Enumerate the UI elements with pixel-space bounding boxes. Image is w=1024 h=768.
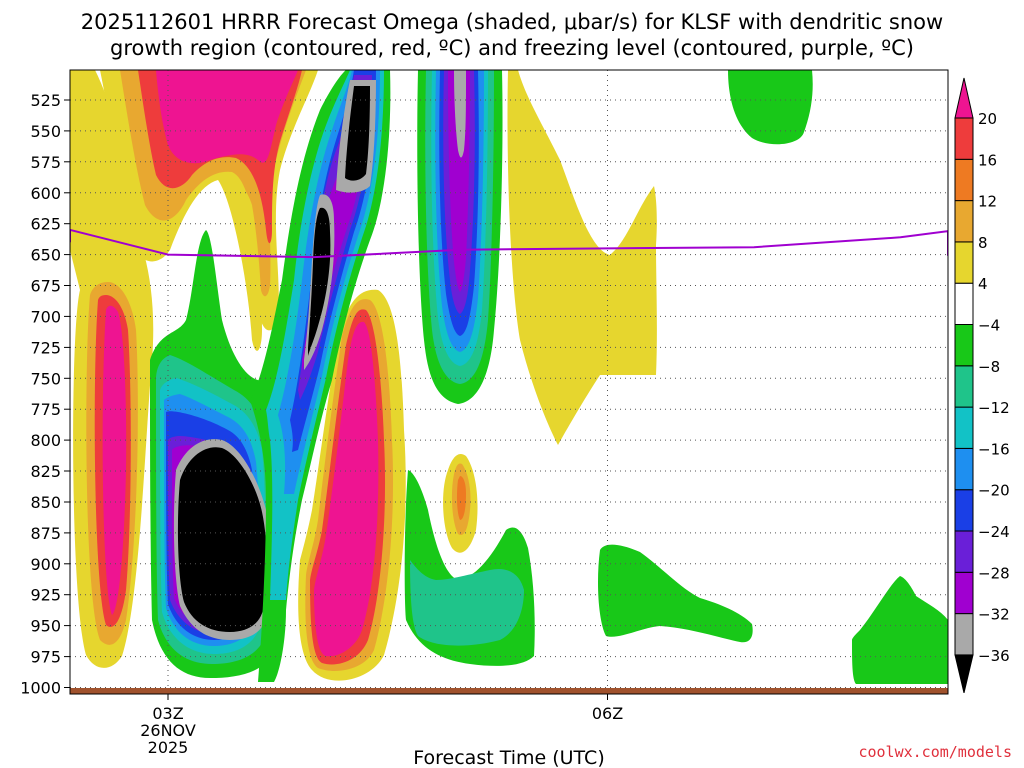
y-tick-label: 800: [30, 431, 61, 450]
y-tick-label: 550: [30, 122, 61, 141]
x-axis-title: Forecast Time (UTC): [413, 747, 604, 768]
colorbar: 20 16 12 8 4 −4 −8 −12 −16 −20 −24 −28 −32 −36: [954, 77, 1010, 694]
pos-bubble-09z-red: [456, 476, 466, 520]
y-tick-label: 750: [30, 369, 61, 388]
x-tick-label: 03Z: [152, 704, 183, 723]
colorbar-segment: [954, 324, 974, 367]
chart-title-line-2: growth region (contoured, red, ºC) and f…: [110, 36, 914, 60]
y-tick-label: 650: [30, 246, 61, 265]
colorbar-segment: [954, 117, 974, 160]
date-year-label: 2025: [148, 738, 189, 757]
plot-area: [70, 70, 948, 694]
colorbar-tick-label: −24: [978, 523, 1010, 541]
y-tick-label: 675: [30, 277, 61, 296]
colorbar-segment: [954, 447, 974, 491]
colorbar-tick-label: −12: [978, 399, 1010, 417]
colorbar-tick-label: 12: [978, 193, 997, 211]
pos-upper-pink: [156, 70, 298, 164]
colorbar-tick-label: −32: [978, 606, 1010, 624]
x-tick-label: 06Z: [592, 704, 623, 723]
neg-low-09z-mint: [410, 560, 524, 646]
y-tick-label: 900: [30, 555, 61, 574]
plot-frame: [69, 69, 949, 695]
neg-main-black: [177, 447, 267, 632]
colorbar-segment: [954, 654, 974, 694]
colorbar-segment: [954, 613, 974, 656]
source-credit[interactable]: coolwx.com/models: [858, 743, 1012, 761]
colorbar-segment: [954, 365, 974, 408]
colorbar-tick-label: −16: [978, 440, 1010, 458]
pos-col-left-pink: [102, 305, 127, 615]
colorbar-segment: [954, 282, 974, 326]
neg-low-12z-green: [598, 544, 753, 643]
colorbar-segment: [954, 571, 974, 615]
colorbar-tick-label: 4: [978, 275, 988, 293]
colorbar-segment: [954, 489, 974, 532]
x-axis-time: 03Z06Z09Z12Z15Z18Z: [152, 694, 623, 723]
y-tick-label: 725: [30, 338, 61, 357]
neg-09z-gray: [454, 70, 466, 158]
y-tick-label: 925: [30, 586, 61, 605]
colorbar-tick-label: 8: [978, 234, 988, 252]
y-tick-label: 850: [30, 493, 61, 512]
omega-shaded-field: [70, 70, 948, 684]
y-tick-label: 700: [30, 307, 61, 326]
colorbar-segment: [954, 530, 974, 573]
colorbar-segment: [954, 158, 974, 202]
colorbar-segment: [954, 241, 974, 284]
contour-lines: [70, 228, 948, 259]
y-tick-label: 975: [30, 648, 61, 667]
colorbar-segment: [954, 200, 974, 243]
colorbar-tick-label: −4: [978, 317, 1000, 335]
y-tick-label: 600: [30, 184, 61, 203]
y-tick-label: 825: [30, 462, 61, 481]
chart-title-line-1: 2025112601 HRRR Forecast Omega (shaded, …: [81, 10, 943, 34]
date-day-label: 26NOV: [140, 721, 196, 740]
colorbar-tick-label: −36: [978, 647, 1010, 665]
y-tick-label: 875: [30, 524, 61, 543]
neg-upper-right-green: [728, 70, 813, 145]
colorbar-tick-label: 20: [978, 110, 997, 128]
colorbar-tick-label: −20: [978, 482, 1010, 500]
pos-upper-right-yellow: [507, 70, 657, 445]
neg-col-black: [308, 86, 370, 356]
grid-lines: [70, 70, 948, 694]
y-tick-label: 575: [30, 153, 61, 172]
pos-upper-yellow-b: [218, 178, 262, 351]
colorbar-segment: [954, 77, 974, 119]
y-tick-label: 625: [30, 215, 61, 234]
y-tick-label: 950: [30, 617, 61, 636]
colorbar-tick-label: 16: [978, 151, 997, 169]
y-axis-pressure: 525 550 575 600 625 650 675 700 725 750 775 800 825 8…: [20, 91, 70, 698]
y-tick-label: 775: [30, 400, 61, 419]
terrain-ground: [70, 688, 948, 694]
y-tick-label: 1000: [20, 679, 61, 698]
colorbar-tick-label: −8: [978, 358, 1000, 376]
colorbar-segment: [954, 406, 974, 449]
colorbar-tick-label: −28: [978, 564, 1010, 582]
freezing-level-contour: [70, 228, 948, 259]
y-tick-label: 525: [30, 91, 61, 110]
pos-mid-pink: [314, 321, 379, 657]
